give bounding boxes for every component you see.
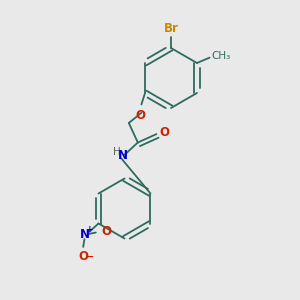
- Text: O: O: [135, 109, 145, 122]
- Text: O: O: [101, 225, 112, 239]
- Text: N: N: [118, 149, 128, 162]
- Text: −: −: [85, 252, 94, 262]
- Text: H: H: [112, 146, 120, 157]
- Text: CH₃: CH₃: [211, 51, 230, 62]
- Text: O: O: [159, 126, 170, 140]
- Text: O: O: [78, 250, 88, 263]
- Text: N: N: [80, 228, 90, 242]
- Text: Br: Br: [164, 22, 178, 35]
- Text: +: +: [86, 225, 94, 234]
